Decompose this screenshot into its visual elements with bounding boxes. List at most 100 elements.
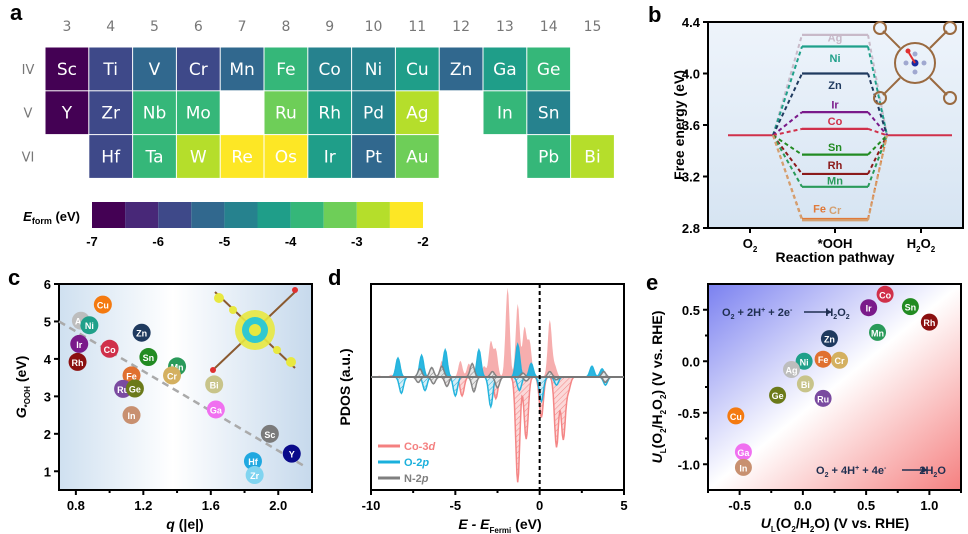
level-label: Zn <box>828 80 842 92</box>
point-label: Ge <box>772 391 784 401</box>
element-cell: Ti <box>89 47 133 91</box>
tspan: O <box>921 236 931 251</box>
cell-symbol: In <box>497 104 513 124</box>
point-marker <box>243 452 262 471</box>
colorbar-segment <box>389 202 423 228</box>
connector-right <box>867 46 888 136</box>
cell-rect <box>527 91 571 135</box>
data-point: Co <box>100 339 119 358</box>
data-point: Ag <box>782 360 800 378</box>
arrow-icon <box>804 309 832 315</box>
group-label: 9 <box>325 19 334 35</box>
point-marker <box>93 295 112 314</box>
cell-symbol: Bi <box>584 148 600 168</box>
element-cell: Zr <box>89 91 133 135</box>
data-point: Ge <box>769 386 787 404</box>
panel-label-a: a <box>10 0 23 25</box>
cell-rect <box>395 135 439 178</box>
element-cell: Bi <box>571 135 614 178</box>
cell-symbol: Ag <box>406 104 428 124</box>
point-marker <box>782 360 800 378</box>
data-point: Zn <box>820 330 838 348</box>
y-tick-label: -0.5 <box>678 406 700 421</box>
cell-rect <box>483 91 527 135</box>
group-label: 11 <box>408 19 426 35</box>
e-annotation-h2o2: O2 + 2H+ + 2e- H2O2 <box>722 307 850 321</box>
data-point: Rh <box>920 313 938 331</box>
element-cell: Nb <box>133 91 176 135</box>
point-label: Ni <box>800 357 809 367</box>
data-point: Sn <box>901 298 919 316</box>
tspan: O-2 <box>404 457 422 469</box>
connector-right <box>867 134 888 175</box>
point-label: Cr <box>167 371 177 381</box>
colorbar-tick: -2 <box>417 234 429 249</box>
data-point: Ir <box>70 334 89 353</box>
point-label: In <box>128 411 136 421</box>
e-annotation-h2o: O2 + 4H+ + 4e- 2H2O <box>816 465 946 479</box>
x-tick-label: O2 <box>743 236 758 254</box>
panel-label-c: c <box>8 265 21 290</box>
cell-rect <box>45 91 89 135</box>
cell-symbol: Mo <box>186 104 211 124</box>
group-label: 10 <box>365 19 383 35</box>
tspan: 2 <box>916 245 921 254</box>
data-point: Ru <box>814 389 832 407</box>
point-marker <box>132 323 151 342</box>
cell-symbol: Ni <box>365 60 382 80</box>
cell-rect <box>571 135 614 178</box>
data-point: Hf <box>243 452 262 471</box>
connector-right <box>867 135 888 221</box>
y-tick-label: 6 <box>44 277 51 292</box>
cell-symbol: Au <box>406 148 428 168</box>
cell-symbol: Mn <box>229 60 254 80</box>
data-point: Zr <box>245 466 264 485</box>
data-point: Cr <box>163 366 182 385</box>
y-tick-label: 3.6 <box>682 118 700 133</box>
cell-symbol: Ti <box>102 60 118 80</box>
point-marker <box>68 352 87 371</box>
colorbar-label: Eform (eV) <box>23 209 80 226</box>
data-point: In <box>122 406 141 425</box>
colorbar-segment <box>125 202 159 228</box>
pdos-plot: -10 -5 0 5Co-3dO-2pN-2p PDOS (a.u.) E - EFe… <box>337 283 628 534</box>
element-cell: Sn <box>527 91 571 135</box>
tspan: O <box>743 236 753 251</box>
cell-symbol: Cu <box>406 60 429 80</box>
data-point: Co <box>876 285 894 303</box>
element-cell: Mo <box>176 91 220 135</box>
point-marker <box>814 350 832 368</box>
cell-rect <box>220 47 264 91</box>
connector-right <box>867 111 888 136</box>
element-cell: Ni <box>352 47 395 91</box>
colorbar-segment <box>224 202 258 228</box>
cell-symbol: Hf <box>101 148 121 168</box>
colorbar-segment <box>323 202 357 228</box>
cell-rect <box>264 135 308 178</box>
element-cell: Re <box>220 135 264 178</box>
colorbar-tick: -7 <box>86 234 98 249</box>
cell-rect <box>133 91 176 135</box>
point-label: Bi <box>210 380 219 390</box>
data-point: Zn <box>132 323 151 342</box>
cell-symbol: Re <box>231 148 253 168</box>
group-label: 3 <box>62 19 71 35</box>
cell-symbol: Ge <box>537 60 561 80</box>
point-marker <box>860 299 878 317</box>
y-tick-label: 5 <box>44 314 51 329</box>
connector-right <box>867 134 888 188</box>
cell-symbol: Y <box>61 104 73 124</box>
group-label: 6 <box>194 19 203 35</box>
point-label: Ir <box>76 340 83 350</box>
point-marker <box>831 351 849 369</box>
connector-left <box>772 134 803 188</box>
x-tick-label: 0.0 <box>794 498 812 513</box>
point-label: Sc <box>264 430 275 440</box>
x-tick-label: 0.5 <box>857 498 875 513</box>
colorbar-segment <box>356 202 390 228</box>
limiting-potential-scatter: -0.5 0.0 0.5 1.0 -1.0 -0.5 0.0 0.5 Co Ir Sn Rh Mn Zn N… <box>649 283 962 534</box>
y-tick-label: 0.5 <box>682 303 700 318</box>
x-tick-label: 1.0 <box>920 498 938 513</box>
point-label: Ga <box>737 448 750 458</box>
point-marker <box>205 375 224 394</box>
